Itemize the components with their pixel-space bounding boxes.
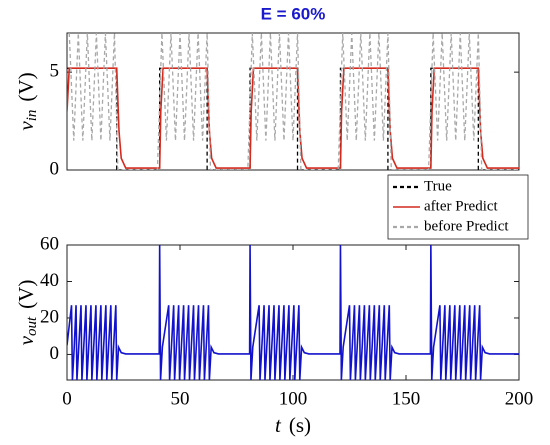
x-label-symbol: t (275, 413, 282, 437)
x-tick-label: 150 (392, 388, 421, 409)
y-tick-label: 0 (50, 158, 60, 179)
y-tick-label: 20 (40, 306, 59, 327)
x-label-unit: (s) (289, 413, 311, 437)
series-line (68, 33, 519, 170)
plot-area (67, 33, 519, 170)
legend-label: True (424, 178, 452, 194)
x-tick-label: 100 (279, 388, 308, 409)
legend-label: before Predict (424, 218, 509, 234)
y-tick-label: 5 (50, 61, 60, 82)
series-line (67, 245, 519, 380)
y-label-symbol: v (14, 121, 38, 131)
chart-title: E = 60% (261, 4, 326, 23)
x-tick-label: 50 (171, 388, 190, 409)
axes-box (66, 32, 520, 171)
y-label-unit: (V) (14, 280, 38, 309)
y-label-unit: (V) (14, 72, 38, 101)
y-tick-label: 60 (40, 233, 59, 254)
x-tick-label: 200 (505, 388, 534, 409)
y-label-symbol: v (14, 335, 38, 345)
x-axis-label: t (s) (275, 413, 311, 437)
legend-label: after Predict (424, 198, 499, 214)
y-axis-label: vin (V) (14, 72, 41, 130)
y-label-subscript: in (24, 110, 40, 122)
plot-area (67, 245, 519, 380)
y-tick-label: 40 (40, 270, 59, 291)
y-axis-label: vout (V) (14, 280, 41, 346)
y-tick-label: 0 (50, 343, 60, 364)
y-label-subscript: out (24, 316, 40, 336)
x-tick-label: 0 (62, 388, 72, 409)
